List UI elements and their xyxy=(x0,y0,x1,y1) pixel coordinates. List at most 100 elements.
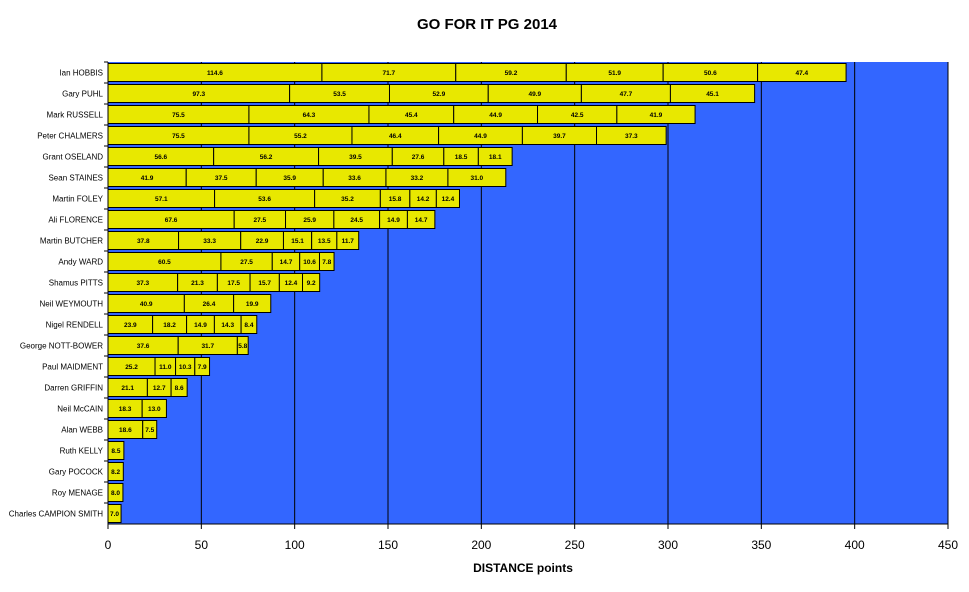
data-label: 7.8 xyxy=(322,259,331,266)
data-label: 27.6 xyxy=(412,154,425,161)
data-label: 47.4 xyxy=(796,70,809,77)
data-label: 71.7 xyxy=(383,70,396,77)
data-label: 21.3 xyxy=(191,280,204,287)
data-label: 75.5 xyxy=(172,112,185,119)
data-label: 37.6 xyxy=(137,343,150,350)
x-tick-label: 50 xyxy=(195,538,209,552)
bar-segment xyxy=(447,168,507,187)
data-label: 25.2 xyxy=(125,364,138,371)
data-label: 14.3 xyxy=(221,322,234,329)
data-label: 39.5 xyxy=(349,154,362,161)
bar-segment xyxy=(616,105,696,124)
x-tick-label: 0 xyxy=(105,538,112,552)
data-label: 55.2 xyxy=(294,133,307,140)
bar-segment xyxy=(336,231,360,250)
category-label: Grant OSELAND xyxy=(43,153,104,162)
data-label: 33.6 xyxy=(348,175,361,182)
category-label: Roy MENAGE xyxy=(52,489,103,498)
x-axis: 0 50 100 150 200 250 300 350 400 450 xyxy=(105,62,958,552)
data-label: 8.4 xyxy=(244,322,253,329)
data-label: 60.5 xyxy=(158,259,171,266)
category-label: Martin FOLEY xyxy=(52,195,103,204)
data-label: 27.5 xyxy=(254,217,267,224)
data-label: 49.9 xyxy=(528,91,541,98)
data-label: 18.5 xyxy=(455,154,468,161)
data-label: 35.9 xyxy=(283,175,296,182)
data-label: 37.5 xyxy=(215,175,228,182)
data-label: 12.7 xyxy=(153,385,166,392)
data-label: 18.3 xyxy=(119,406,132,413)
bar-segment xyxy=(194,357,211,376)
data-label: 33.3 xyxy=(203,238,216,245)
data-label: 56.6 xyxy=(154,154,167,161)
data-label: 8.0 xyxy=(111,490,120,497)
data-label: 15.1 xyxy=(291,238,304,245)
data-label: 47.7 xyxy=(620,91,633,98)
category-label: Gary PUHL xyxy=(62,90,103,99)
category-label: Ruth KELLY xyxy=(60,447,104,456)
data-label: 42.5 xyxy=(571,112,584,119)
category-label: Shamus PITTS xyxy=(49,279,103,288)
category-label: Mark RUSSELL xyxy=(47,111,104,120)
category-label: Neil McCAIN xyxy=(57,405,103,414)
data-label: 44.9 xyxy=(489,112,502,119)
data-label: 26.4 xyxy=(203,301,216,308)
data-label: 50.6 xyxy=(704,70,717,77)
data-label: 45.4 xyxy=(405,112,418,119)
x-axis-label: DISTANCE points xyxy=(473,561,573,575)
data-label: 33.2 xyxy=(411,175,424,182)
data-label: 59.2 xyxy=(505,70,518,77)
chart-title: GO FOR IT PG 2014 xyxy=(417,16,558,33)
data-label: 14.9 xyxy=(194,322,207,329)
data-label: 7.0 xyxy=(110,511,119,518)
category-labels: Ian HOBBIS Gary PUHL Mark RUSSELL Peter CHA… xyxy=(9,61,108,519)
data-label: 41.9 xyxy=(141,175,154,182)
category-label: Charles CAMPION SMITH xyxy=(9,510,103,519)
bar-segment xyxy=(170,378,188,397)
data-label: 53.5 xyxy=(333,91,346,98)
data-label: 18.2 xyxy=(163,322,176,329)
data-label: 11.0 xyxy=(159,364,172,371)
data-label: 114.6 xyxy=(207,70,223,77)
category-label: Paul MAIDMENT xyxy=(42,363,103,372)
data-label: 41.9 xyxy=(650,112,663,119)
x-tick-label: 100 xyxy=(285,538,305,552)
category-label: George NOTT-BOWER xyxy=(20,342,103,351)
data-label: 12.4 xyxy=(442,196,455,203)
data-label: 8.2 xyxy=(111,469,120,476)
data-label: 19.9 xyxy=(246,301,259,308)
bar-segment xyxy=(596,126,667,145)
data-label: 9.2 xyxy=(307,280,316,287)
data-label: 10.3 xyxy=(179,364,192,371)
data-label: 52.9 xyxy=(433,91,446,98)
data-label: 14.2 xyxy=(417,196,430,203)
data-label: 39.7 xyxy=(553,133,566,140)
data-label: 8.5 xyxy=(111,448,120,455)
category-label: Sean STAINES xyxy=(48,174,103,183)
bar-segment xyxy=(236,336,249,355)
data-label: 15.7 xyxy=(258,280,271,287)
x-tick-label: 400 xyxy=(845,538,865,552)
data-label: 31.0 xyxy=(471,175,484,182)
bar-segment xyxy=(240,315,258,334)
x-tick-label: 150 xyxy=(378,538,398,552)
data-label: 37.8 xyxy=(137,238,150,245)
bar-segment xyxy=(435,189,460,208)
bars: 114.6 71.7 59.2 51.9 50.6 47.4 97.3 53.5 52.9 49.… xyxy=(107,63,847,523)
data-label: 64.3 xyxy=(303,112,316,119)
category-label: Ali FLORENCE xyxy=(48,216,103,225)
x-tick-label: 300 xyxy=(658,538,678,552)
data-label: 53.6 xyxy=(258,196,271,203)
data-label: 14.7 xyxy=(280,259,293,266)
data-label: 31.7 xyxy=(201,343,214,350)
bar-segment xyxy=(302,273,321,292)
data-label: 37.3 xyxy=(136,280,149,287)
data-label: 18.1 xyxy=(489,154,502,161)
category-label: Gary POCOCK xyxy=(49,468,104,477)
data-label: 18.6 xyxy=(119,427,132,434)
data-label: 37.3 xyxy=(625,133,638,140)
data-label: 13.0 xyxy=(148,406,161,413)
data-label: 35.2 xyxy=(341,196,354,203)
category-label: Andy WARD xyxy=(58,258,103,267)
